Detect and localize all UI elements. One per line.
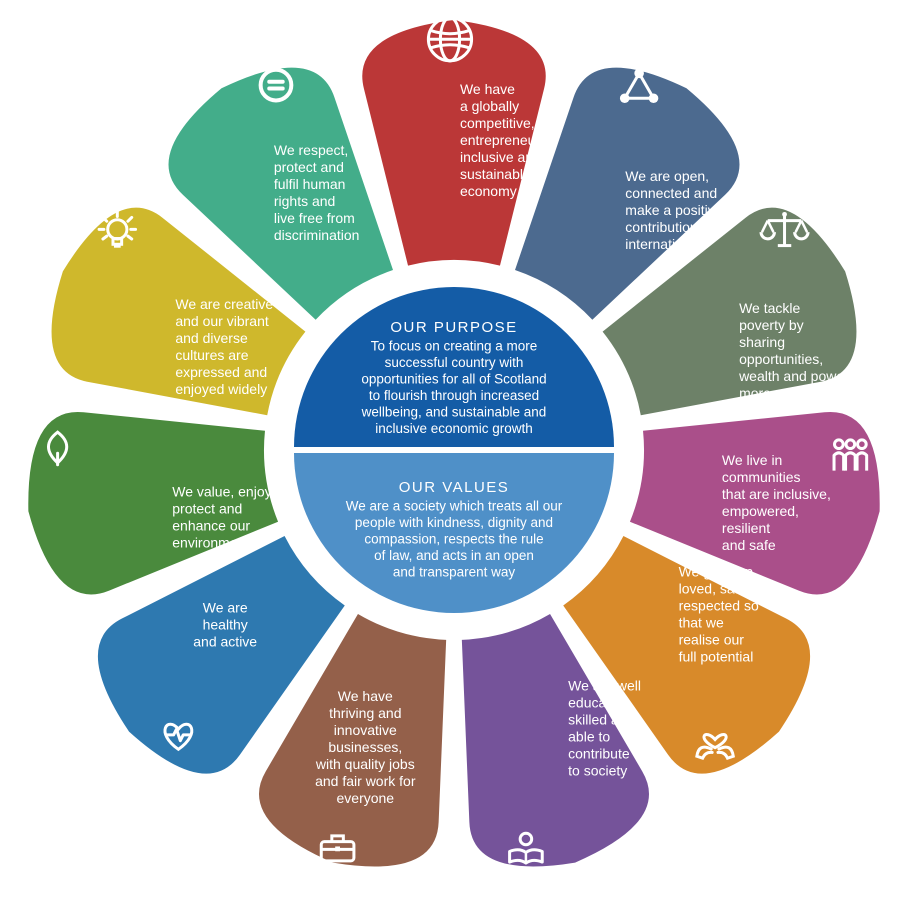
petal-0: We havea globallycompetitive,entrepreneu… [362,18,558,266]
petal-text-1: We are open,connected andmake a positive… [625,168,722,252]
petal-text-6: We havethriving andinnovativebusinesses,… [315,688,416,806]
purpose-values-wheel: We havea globallycompetitive,entrepreneu… [0,0,909,900]
petal-text-0: We havea globallycompetitive,entrepreneu… [460,81,558,199]
wheel-svg: We havea globallycompetitive,entrepreneu… [0,0,909,900]
